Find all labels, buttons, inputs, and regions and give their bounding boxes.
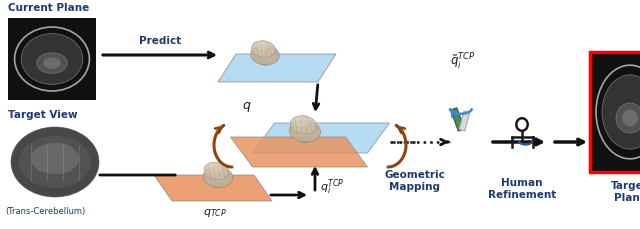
Text: $q$: $q$ <box>243 100 252 114</box>
FancyBboxPatch shape <box>8 18 96 100</box>
Ellipse shape <box>518 141 520 142</box>
Ellipse shape <box>207 163 221 173</box>
Ellipse shape <box>204 167 233 187</box>
Ellipse shape <box>255 41 268 51</box>
Ellipse shape <box>11 127 99 197</box>
Text: Target View: Target View <box>8 110 77 120</box>
Ellipse shape <box>36 53 67 73</box>
Polygon shape <box>459 111 470 131</box>
Ellipse shape <box>19 136 91 188</box>
Ellipse shape <box>212 182 223 188</box>
Ellipse shape <box>31 143 79 174</box>
Ellipse shape <box>204 162 229 180</box>
Ellipse shape <box>289 121 321 142</box>
Text: Target
Plane: Target Plane <box>611 181 640 203</box>
Polygon shape <box>230 137 367 167</box>
Polygon shape <box>451 108 465 131</box>
Text: Predict: Predict <box>139 36 181 46</box>
Ellipse shape <box>291 116 316 134</box>
Ellipse shape <box>300 137 311 142</box>
Polygon shape <box>253 123 390 153</box>
FancyBboxPatch shape <box>590 52 640 172</box>
Polygon shape <box>218 54 336 82</box>
Text: $q_i^{TCP}$: $q_i^{TCP}$ <box>320 177 344 197</box>
Text: Current Plane: Current Plane <box>8 3 89 13</box>
Text: Human
Refinement: Human Refinement <box>488 178 556 200</box>
Ellipse shape <box>622 110 638 126</box>
Text: (Trans-Cerebellum): (Trans-Cerebellum) <box>5 207 85 216</box>
Ellipse shape <box>44 57 61 69</box>
Ellipse shape <box>251 45 279 65</box>
Ellipse shape <box>602 75 640 149</box>
Text: $\tilde{q}_i^{TCP}$: $\tilde{q}_i^{TCP}$ <box>451 52 476 72</box>
Ellipse shape <box>260 60 270 65</box>
Text: Geometric
Mapping: Geometric Mapping <box>385 170 445 192</box>
Ellipse shape <box>252 41 275 57</box>
Ellipse shape <box>294 116 308 127</box>
Text: $q_{TCP}$: $q_{TCP}$ <box>203 207 227 219</box>
Polygon shape <box>154 175 272 201</box>
Ellipse shape <box>21 34 83 85</box>
Ellipse shape <box>616 103 640 133</box>
